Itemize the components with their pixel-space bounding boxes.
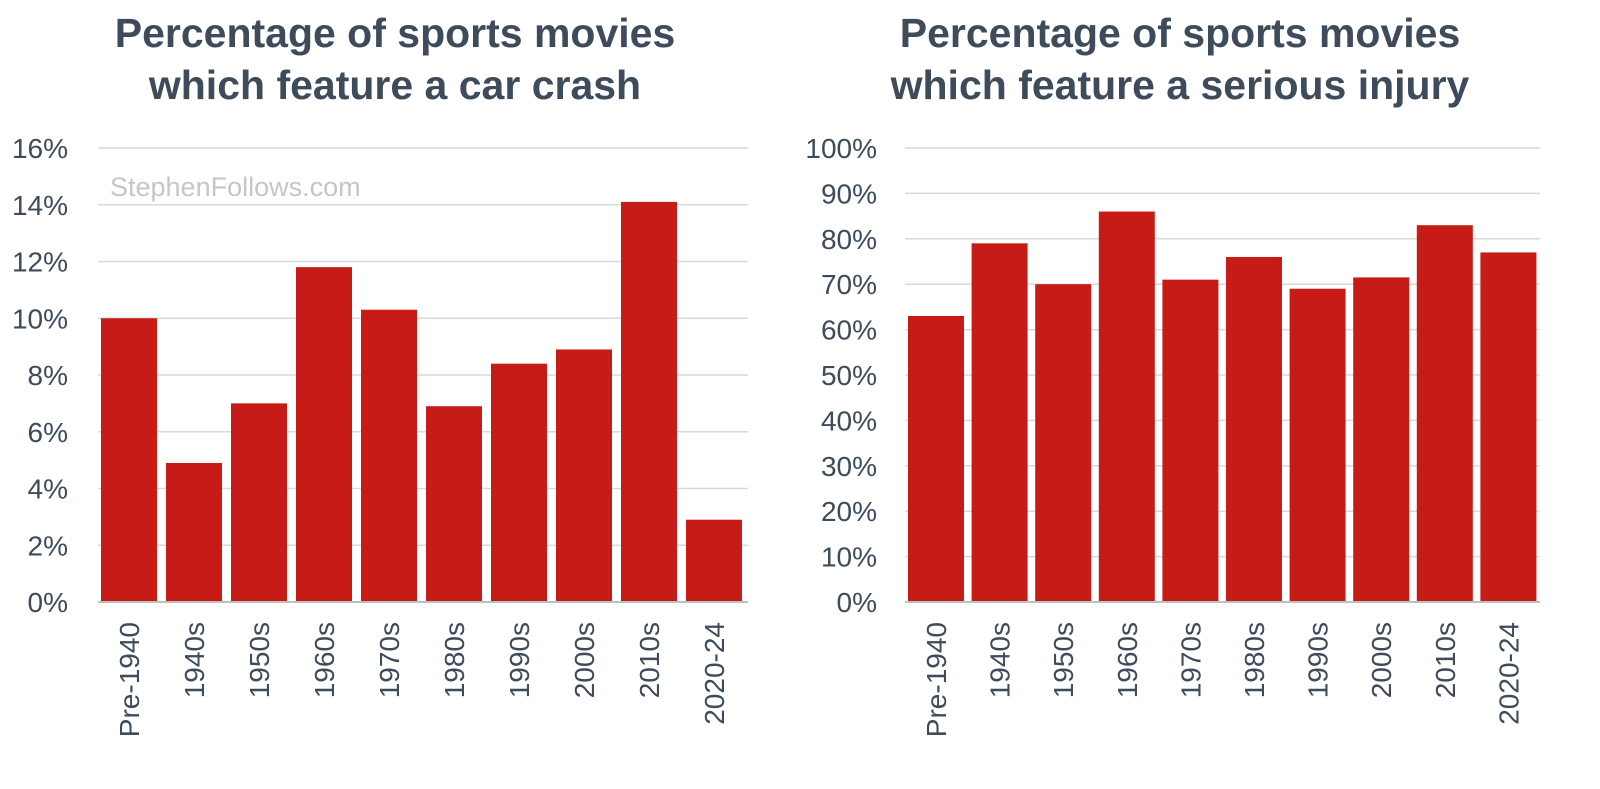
- bar-pre-1940: [101, 318, 157, 602]
- y-tick-label: 6%: [28, 417, 68, 448]
- y-tick-label: 70%: [821, 269, 877, 300]
- serious-injury-chart: Percentage of sports movies which featur…: [805, 10, 1540, 737]
- y-tick-label: 100%: [805, 133, 877, 164]
- car-crash-chart: Percentage of sports movies which featur…: [12, 10, 748, 737]
- x-tick-label: 2000s: [1366, 622, 1397, 698]
- bar-1950s: [1035, 284, 1092, 602]
- y-tick-label: 12%: [12, 247, 68, 278]
- x-tick-label: 1950s: [244, 622, 275, 698]
- bar-2020-24: [1480, 252, 1537, 603]
- y-tick-label: 2%: [28, 530, 68, 561]
- y-tick-label: 50%: [821, 360, 877, 391]
- x-tick-label: 2020-24: [1493, 622, 1524, 725]
- y-tick-label: 80%: [821, 224, 877, 255]
- x-tick-label: 2000s: [569, 622, 600, 698]
- chart-title-line-1: Percentage of sports movies: [900, 10, 1461, 56]
- x-tick-label: 1970s: [1175, 622, 1206, 698]
- bar-2020-24: [686, 519, 742, 602]
- bar-2000s: [556, 349, 612, 602]
- x-tick-label: 2020-24: [699, 622, 730, 725]
- x-tick-label: 1990s: [1303, 622, 1334, 698]
- watermark: StephenFollows.com: [110, 172, 361, 202]
- bar-1970s: [1162, 279, 1219, 602]
- bar-1950s: [231, 403, 287, 602]
- bar-2010s: [621, 201, 677, 602]
- y-tick-label: 10%: [12, 303, 68, 334]
- bar-1940s: [166, 462, 222, 602]
- y-tick-label: 30%: [821, 451, 877, 482]
- bar-1990s: [491, 363, 547, 602]
- bar-2010s: [1416, 225, 1473, 602]
- chart-title-line-2: which feature a car crash: [148, 62, 641, 108]
- bar-1960s: [296, 267, 352, 602]
- x-tick-label: Pre-1940: [114, 622, 145, 737]
- x-tick-label: 1940s: [985, 622, 1016, 698]
- y-tick-label: 14%: [12, 190, 68, 221]
- x-tick-label: 1970s: [374, 622, 405, 698]
- x-tick-label: 2010s: [634, 622, 665, 698]
- chart-title-line-1: Percentage of sports movies: [115, 10, 676, 56]
- x-tick-label: 2010s: [1430, 622, 1461, 698]
- y-tick-label: 60%: [821, 315, 877, 346]
- y-tick-label: 20%: [821, 496, 877, 527]
- bar-1980s: [1226, 256, 1282, 602]
- y-tick-label: 10%: [821, 542, 877, 573]
- y-tick-label: 4%: [28, 474, 68, 505]
- y-tick-label: 0%: [28, 587, 68, 618]
- bar-1990s: [1289, 288, 1346, 602]
- x-tick-label: 1940s: [179, 622, 210, 698]
- x-tick-label: Pre-1940: [921, 622, 952, 737]
- chart-title-line-2: which feature a serious injury: [890, 62, 1470, 108]
- bar-1960s: [1098, 211, 1155, 602]
- y-tick-label: 16%: [12, 133, 68, 164]
- x-tick-label: 1950s: [1048, 622, 1079, 698]
- bar-1940s: [971, 243, 1028, 602]
- bar-pre-1940: [908, 315, 964, 602]
- x-tick-label: 1960s: [309, 622, 340, 698]
- x-tick-label: 1960s: [1112, 622, 1143, 698]
- x-tick-label: 1980s: [439, 622, 470, 698]
- bar-1980s: [426, 406, 482, 602]
- bar-2000s: [1353, 277, 1410, 602]
- y-tick-label: 90%: [821, 178, 877, 209]
- bar-1970s: [361, 309, 417, 602]
- y-tick-label: 40%: [821, 405, 877, 436]
- y-tick-label: 0%: [837, 587, 877, 618]
- x-tick-label: 1990s: [504, 622, 535, 698]
- y-tick-label: 8%: [28, 360, 68, 391]
- x-tick-label: 1980s: [1239, 622, 1270, 698]
